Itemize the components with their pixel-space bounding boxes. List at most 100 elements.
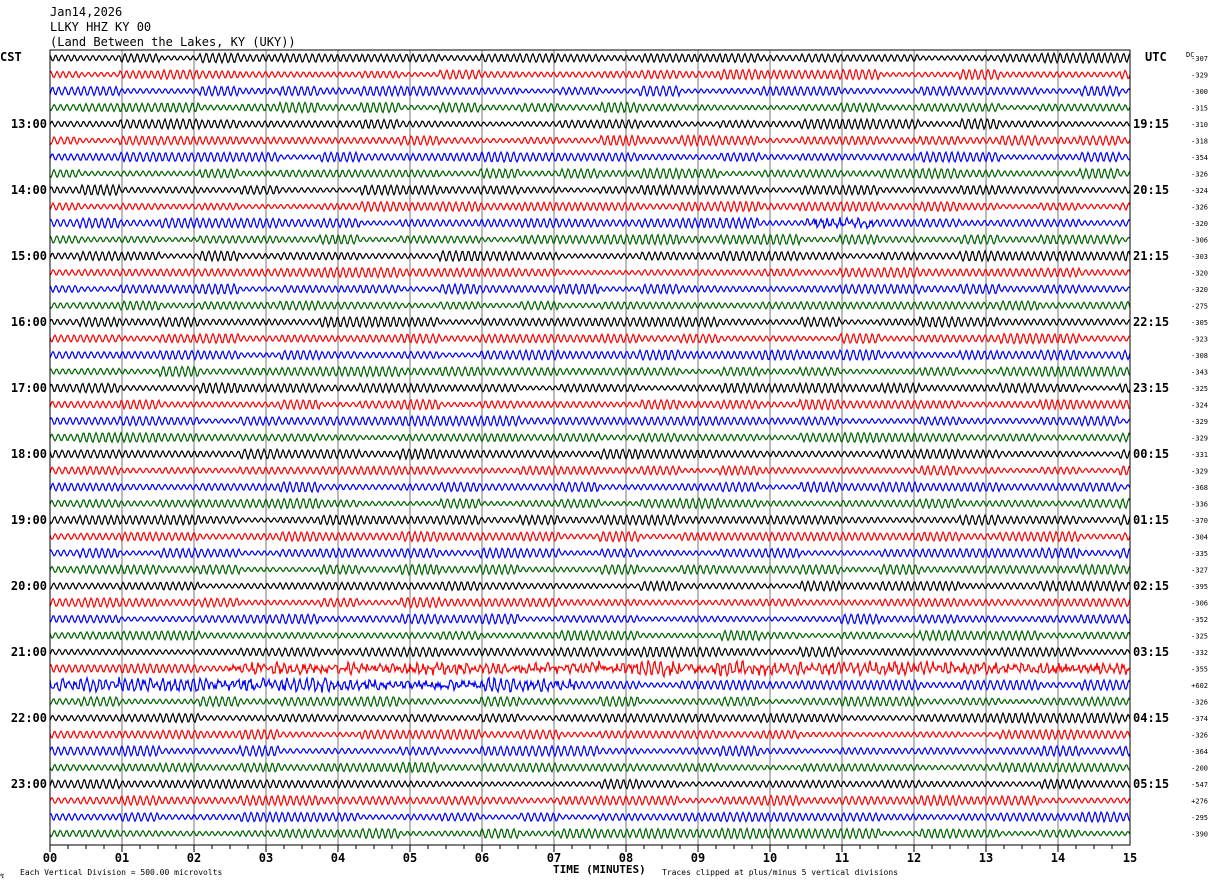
cst-hour-label: 13:00 bbox=[11, 117, 47, 131]
trace-line-20 bbox=[49, 381, 1131, 395]
trace-line-34 bbox=[49, 612, 1131, 626]
dc-offset: -329 bbox=[1191, 435, 1208, 443]
dc-offset: -331 bbox=[1191, 451, 1208, 459]
trace-line-17 bbox=[49, 332, 1131, 345]
dc-offset-labels: -307 -329 -300 -315 -310 -318 -354 -326 -324 -326… bbox=[1191, 55, 1208, 839]
dc-offset: -355 bbox=[1191, 666, 1208, 674]
cst-hour-labels: 13:00 14:00 15:00 16:00 17:00 18:00 19:00 20:00… bbox=[11, 117, 47, 791]
trace-line-31 bbox=[49, 563, 1131, 577]
utc-hour-label: 19:15 bbox=[1133, 117, 1169, 131]
trace-line-41 bbox=[49, 728, 1131, 741]
trace-line-8 bbox=[49, 183, 1131, 197]
trace-line-18 bbox=[49, 348, 1131, 362]
minute-gridlines bbox=[49, 50, 1131, 845]
cst-label: CST bbox=[0, 50, 22, 64]
x-tick-label: 13 bbox=[979, 851, 993, 865]
trace-line-40 bbox=[49, 711, 1131, 725]
dc-offset: -325 bbox=[1191, 633, 1208, 641]
utc-hour-label: 20:15 bbox=[1133, 183, 1169, 197]
x-axis-ticks: 00 01 02 03 04 05 06 07 08 09 10 11 12 13 14 15 bbox=[43, 845, 1137, 865]
header-date: Jan14,2026 bbox=[50, 5, 122, 19]
trace-line-14 bbox=[49, 282, 1131, 296]
utc-hour-label: 23:15 bbox=[1133, 381, 1169, 395]
dc-offset: -329 bbox=[1191, 468, 1208, 476]
dc-offset: -343 bbox=[1191, 369, 1208, 377]
trace-line-24 bbox=[49, 447, 1131, 461]
dc-offset: -395 bbox=[1191, 583, 1208, 591]
trace-line-44 bbox=[49, 777, 1131, 791]
utc-hour-label: 01:15 bbox=[1133, 513, 1169, 527]
dc-offset: -374 bbox=[1191, 715, 1208, 723]
trace-line-28 bbox=[49, 513, 1131, 527]
cst-hour-label: 15:00 bbox=[11, 249, 47, 263]
dc-offset: -329 bbox=[1191, 418, 1208, 426]
cst-hour-label: 14:00 bbox=[11, 183, 47, 197]
dc-offset: -306 bbox=[1191, 600, 1208, 608]
x-tick-label: 09 bbox=[691, 851, 705, 865]
utc-label: UTC bbox=[1145, 50, 1167, 64]
trace-line-19 bbox=[49, 365, 1131, 379]
utc-hour-label: 22:15 bbox=[1133, 315, 1169, 329]
utc-hour-label: 04:15 bbox=[1133, 711, 1169, 725]
utc-hour-label: 03:15 bbox=[1133, 645, 1169, 659]
dc-label: DC bbox=[1186, 51, 1194, 59]
header-station: LLKY HHZ KY 00 bbox=[50, 20, 151, 34]
x-tick-label: 11 bbox=[835, 851, 849, 865]
trace-line-35 bbox=[49, 629, 1131, 643]
trace-line-47 bbox=[49, 826, 1131, 840]
trace-line-36 bbox=[49, 645, 1131, 659]
dc-offset: -305 bbox=[1191, 319, 1208, 327]
clip-note: Traces clipped at plus/minus 5 vertical … bbox=[662, 868, 898, 877]
x-tick-label: 01 bbox=[115, 851, 129, 865]
cst-hour-label: 16:00 bbox=[11, 315, 47, 329]
dc-offset: -547 bbox=[1191, 781, 1208, 789]
dc-offset: -370 bbox=[1191, 517, 1208, 525]
x-tick-label: 03 bbox=[259, 851, 273, 865]
scale-icon: ↯ bbox=[0, 872, 4, 880]
utc-hour-label: 00:15 bbox=[1133, 447, 1169, 461]
dc-offset: +602 bbox=[1191, 682, 1208, 690]
x-tick-label: 06 bbox=[475, 851, 489, 865]
x-tick-label: 05 bbox=[403, 851, 417, 865]
trace-line-39 bbox=[49, 695, 1131, 709]
trace-line-12 bbox=[49, 249, 1131, 263]
x-tick-label: 00 bbox=[43, 851, 57, 865]
dc-offset: -326 bbox=[1191, 204, 1208, 212]
cst-hour-label: 19:00 bbox=[11, 513, 47, 527]
trace-line-6 bbox=[49, 150, 1131, 164]
dc-offset: -275 bbox=[1191, 303, 1208, 311]
dc-offset: -318 bbox=[1191, 138, 1208, 146]
x-tick-label: 14 bbox=[1051, 851, 1065, 865]
trace-line-16 bbox=[49, 315, 1131, 329]
trace-line-1 bbox=[49, 68, 1131, 82]
trace-line-26 bbox=[49, 480, 1131, 494]
trace-line-7 bbox=[49, 166, 1131, 181]
trace-line-32 bbox=[49, 579, 1131, 593]
dc-offset: -327 bbox=[1191, 567, 1208, 575]
trace-line-4 bbox=[49, 117, 1131, 131]
dc-offset: -324 bbox=[1191, 187, 1208, 195]
cst-hour-label: 17:00 bbox=[11, 381, 47, 395]
cst-hour-label: 22:00 bbox=[11, 711, 47, 725]
trace-line-5 bbox=[49, 133, 1131, 148]
x-tick-label: 02 bbox=[187, 851, 201, 865]
dc-offset: -352 bbox=[1191, 616, 1208, 624]
dc-offset: +276 bbox=[1191, 798, 1208, 806]
trace-line-25 bbox=[49, 464, 1131, 477]
dc-offset: -200 bbox=[1191, 765, 1208, 773]
x-tick-label: 07 bbox=[547, 851, 561, 865]
trace-line-0 bbox=[49, 51, 1131, 65]
dc-offset: -326 bbox=[1191, 699, 1208, 707]
trace-line-3 bbox=[49, 100, 1131, 115]
dc-offset: -306 bbox=[1191, 237, 1208, 245]
trace-line-9 bbox=[49, 200, 1131, 214]
dc-offset: -364 bbox=[1191, 748, 1208, 756]
dc-offset: -323 bbox=[1191, 336, 1208, 344]
trace-line-33 bbox=[49, 595, 1131, 609]
dc-offset: -368 bbox=[1191, 484, 1208, 492]
trace-line-11 bbox=[49, 233, 1131, 247]
utc-hour-labels: 19:15 20:15 21:15 22:15 23:15 00:15 01:15 02:15… bbox=[1133, 117, 1169, 791]
dc-offset: -303 bbox=[1191, 253, 1208, 261]
cst-hour-label: 20:00 bbox=[11, 579, 47, 593]
